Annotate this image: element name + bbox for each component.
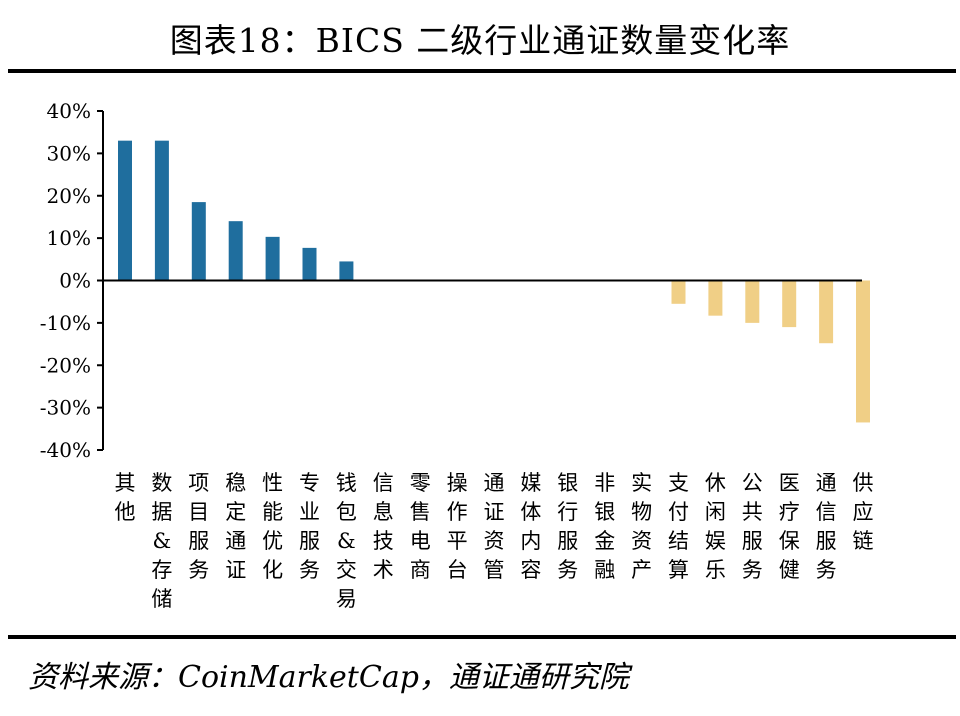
- y-tick-label: 10%: [47, 226, 91, 250]
- x-tick-label: 专业服务: [299, 471, 320, 582]
- y-tick-label: -30%: [40, 396, 91, 420]
- x-tick-label: 非银金融: [594, 471, 615, 582]
- y-axis: 40% 30% 20% 10% 0% -10% -20% -30% -40%: [40, 99, 104, 462]
- bar: [745, 280, 760, 323]
- bars: [118, 140, 870, 423]
- x-tick-label: 稳定通证: [225, 471, 246, 582]
- x-tick-label: 媒体内容: [520, 471, 541, 582]
- x-tick-label: 支付结算: [668, 471, 689, 582]
- x-tick-label: 性能优化: [262, 471, 283, 582]
- x-tick-label: 操作平台: [447, 471, 468, 582]
- chart-title: 图表18：BICS 二级行业通证数量变化率: [169, 21, 791, 60]
- x-tick-label: 供应链: [853, 471, 874, 553]
- bar: [782, 280, 797, 328]
- y-tick-label: -20%: [40, 353, 91, 377]
- x-tick-label: 休闲娱乐: [705, 471, 726, 582]
- bar: [708, 280, 723, 316]
- bar: [265, 236, 280, 281]
- bar-chart: 40% 30% 20% 10% 0% -10% -20% -30% -40% 其他数据&存储项目…: [40, 99, 874, 611]
- bar: [191, 202, 206, 281]
- bar: [856, 280, 870, 423]
- bar: [819, 280, 834, 344]
- category-labels: 其他数据&存储项目服务稳定通证性能优化专业服务钱包&交易信息技术零售电商操作平台…: [115, 471, 874, 611]
- y-tick-label: 30%: [47, 141, 91, 165]
- bar: [154, 140, 169, 281]
- source-note: 资料来源：CoinMarketCap，通证通研究院: [28, 660, 629, 695]
- x-tick-label: 数据&存储: [151, 471, 172, 611]
- x-tick-label: 其他: [115, 471, 136, 524]
- x-tick-label: 钱包&交易: [336, 471, 357, 611]
- x-tick-label: 医疗保健: [779, 471, 800, 582]
- bar: [671, 280, 686, 304]
- top-rule: [8, 69, 956, 73]
- bar: [228, 221, 243, 281]
- y-tick-label: 20%: [47, 184, 91, 208]
- y-tick-label: 40%: [47, 99, 91, 123]
- x-tick-label: 信息技术: [373, 471, 394, 582]
- x-tick-label: 实物资产: [631, 471, 652, 582]
- bar: [118, 140, 132, 281]
- x-tick-label: 零售电商: [410, 471, 431, 582]
- bar: [302, 247, 317, 281]
- y-tick-label: -10%: [40, 311, 91, 335]
- x-tick-label: 通证资管: [484, 471, 505, 582]
- bar: [339, 261, 354, 281]
- x-tick-label: 公共服务: [742, 471, 763, 582]
- x-tick-label: 项目服务: [188, 471, 209, 582]
- x-tick-label: 银行服务: [557, 471, 578, 582]
- x-tick-label: 通信服务: [816, 471, 837, 582]
- y-tick-label: -40%: [40, 438, 91, 462]
- bottom-rule: [8, 635, 956, 639]
- y-tick-label: 0%: [59, 269, 91, 293]
